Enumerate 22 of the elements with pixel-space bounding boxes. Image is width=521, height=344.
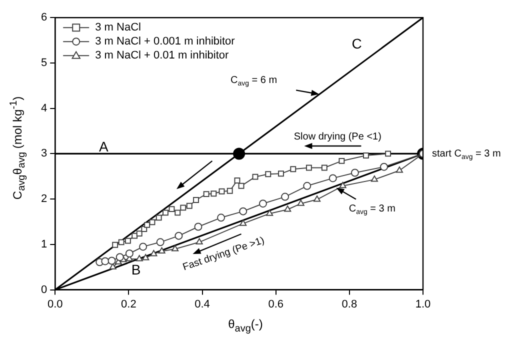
x-tick-label: 0.0	[47, 298, 63, 310]
legend-label: 3 m NaCl + 0.01 m inhibitor	[95, 50, 230, 62]
legend-label: 3 m NaCl + 0.001 m inhibitor	[95, 36, 236, 48]
annotation: C	[352, 36, 362, 52]
legend-label: 3 m NaCl	[95, 22, 141, 34]
annotation: A	[99, 138, 110, 155]
x-tick-label: 1.0	[415, 298, 431, 310]
y-tick-label: 3	[40, 148, 48, 160]
x-tick-label: 0.8	[342, 298, 358, 310]
x-tick-label: 0.2	[121, 298, 136, 310]
x-axis-title: θ$_{avg}$(-)	[227, 316, 264, 334]
annotation: Fast drying (Pe >1)	[182, 235, 266, 274]
y-tick-label: 6	[40, 12, 48, 24]
y-tick-label: 4	[40, 102, 48, 114]
y-tick-label: 0	[40, 284, 48, 296]
x-tick-label: 0.6	[268, 298, 284, 310]
annotation: Slow drying (Pe <1)	[294, 132, 382, 143]
annotation: B	[131, 262, 141, 278]
y-tick-label: 2	[40, 193, 48, 206]
x-tick-label: 0.4	[194, 298, 210, 310]
y-tick-label: 1	[40, 238, 48, 250]
y-tick-label: 5	[40, 57, 48, 69]
